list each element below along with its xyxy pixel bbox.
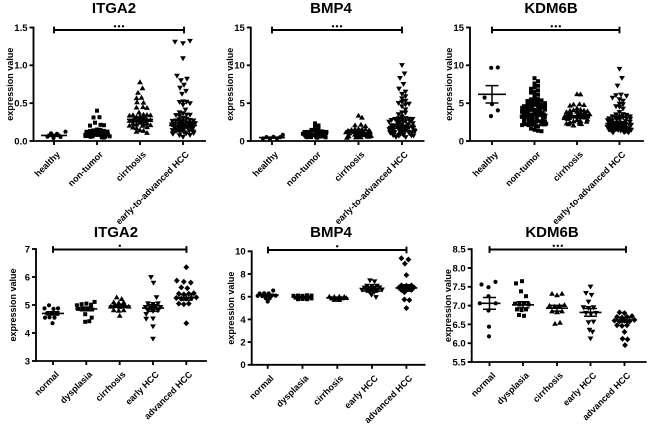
svg-text:6: 6 <box>25 272 30 283</box>
svg-text:expression value: expression value <box>225 48 235 121</box>
svg-text:expression value: expression value <box>5 48 15 121</box>
svg-text:0: 0 <box>240 136 245 147</box>
svg-text:expression value: expression value <box>8 268 18 341</box>
svg-text:0.0: 0.0 <box>14 136 27 147</box>
svg-text:7.5: 7.5 <box>452 282 466 293</box>
svg-text:10: 10 <box>234 61 245 72</box>
svg-text:KDM6B: KDM6B <box>525 224 579 241</box>
svg-text:4: 4 <box>25 328 31 339</box>
svg-text:5: 5 <box>459 99 465 110</box>
svg-text:7: 7 <box>25 244 30 255</box>
svg-text:4: 4 <box>240 315 246 326</box>
svg-text:expression value: expression value <box>444 48 454 121</box>
svg-text:BMP4: BMP4 <box>310 0 352 17</box>
svg-text:0: 0 <box>459 136 464 147</box>
svg-text:6.0: 6.0 <box>452 339 465 350</box>
svg-text:ITGA2: ITGA2 <box>92 0 136 17</box>
svg-text:0: 0 <box>240 360 245 371</box>
svg-text:3: 3 <box>25 356 30 367</box>
svg-text:5: 5 <box>25 300 31 311</box>
svg-text:10: 10 <box>453 61 464 72</box>
svg-text:8: 8 <box>240 269 245 280</box>
svg-text:KDM6B: KDM6B <box>524 0 578 17</box>
svg-text:0.5: 0.5 <box>14 99 28 110</box>
svg-text:2: 2 <box>240 338 245 349</box>
svg-text:10: 10 <box>235 247 246 258</box>
svg-text:ITGA2: ITGA2 <box>94 224 138 241</box>
svg-text:6.5: 6.5 <box>452 320 466 331</box>
svg-text:1.5: 1.5 <box>14 23 28 34</box>
svg-text:15: 15 <box>453 23 464 34</box>
svg-text:expression value: expression value <box>443 269 453 342</box>
svg-text:BMP4: BMP4 <box>310 224 352 241</box>
svg-text:7.0: 7.0 <box>452 301 465 312</box>
svg-text:15: 15 <box>234 23 245 34</box>
svg-text:5.5: 5.5 <box>452 357 466 368</box>
svg-text:expression value: expression value <box>226 272 236 345</box>
svg-text:8.5: 8.5 <box>452 245 466 256</box>
svg-text:1.0: 1.0 <box>14 61 27 72</box>
svg-text:5: 5 <box>240 99 246 110</box>
svg-text:8.0: 8.0 <box>452 263 465 274</box>
svg-text:6: 6 <box>240 292 245 303</box>
